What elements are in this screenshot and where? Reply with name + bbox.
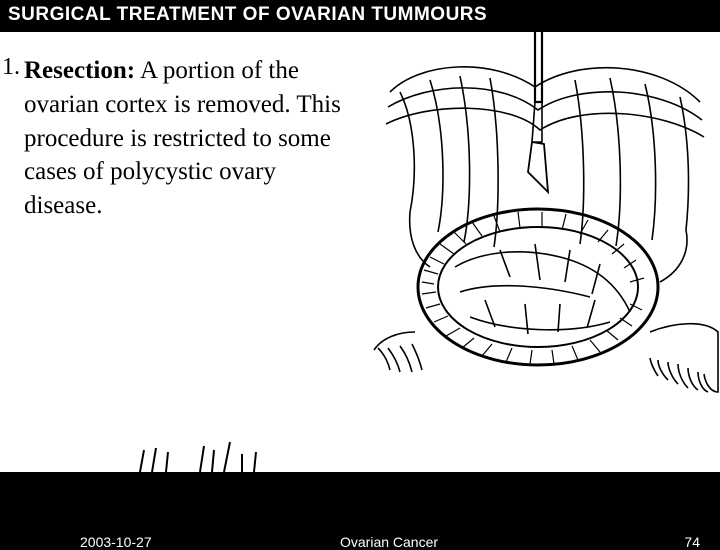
footer-page-number: 74 bbox=[684, 534, 700, 550]
slide-title: SURGICAL TREATMENT OF OVARIAN TUMMOURS bbox=[8, 4, 487, 25]
footer-topic: Ovarian Cancer bbox=[340, 534, 438, 550]
body-bold-term: Resection: bbox=[24, 57, 135, 84]
anatomical-diagram bbox=[360, 32, 720, 472]
cropped-marks bbox=[130, 432, 290, 472]
footer-date: 2003-10-27 bbox=[80, 534, 152, 550]
slide-title-bar: SURGICAL TREATMENT OF OVARIAN TUMMOURS bbox=[0, 0, 720, 30]
content-area: 1. Resection: A portion of the ovarian c… bbox=[0, 32, 720, 472]
list-number: 1. bbox=[2, 54, 20, 81]
anatomical-line-drawing bbox=[374, 32, 718, 392]
body-text: Resection: A portion of the ovarian cort… bbox=[24, 54, 354, 223]
